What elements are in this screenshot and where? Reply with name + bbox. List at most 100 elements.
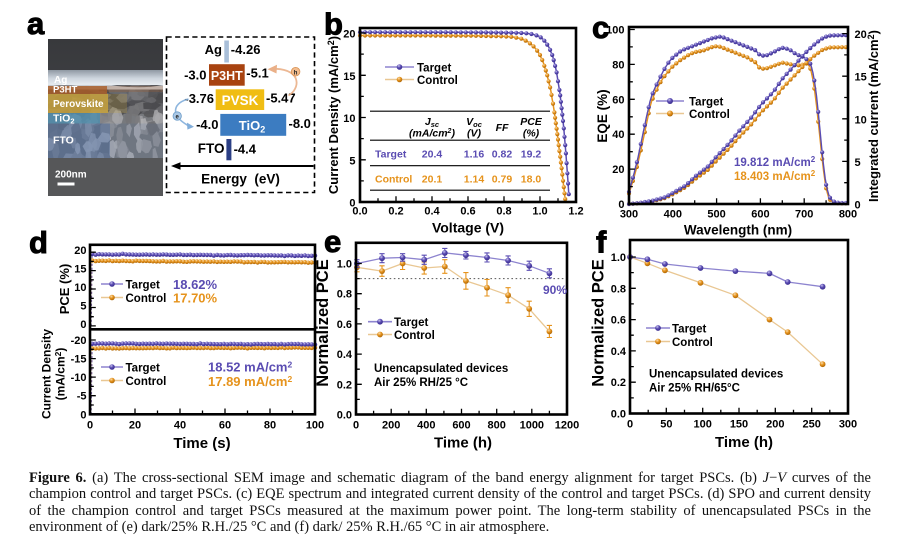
svg-text:0: 0 (353, 420, 359, 432)
svg-text:-3.0: -3.0 (184, 68, 206, 83)
svg-text:20: 20 (129, 420, 141, 432)
svg-text:h: h (294, 70, 298, 76)
svg-text:Perovskite: Perovskite (53, 99, 104, 110)
svg-text:700: 700 (795, 209, 813, 221)
svg-text:c: c (592, 10, 609, 45)
svg-text:20.4: 20.4 (422, 149, 443, 161)
svg-text:P3HT: P3HT (53, 85, 77, 96)
svg-text:(mA/cm2): (mA/cm2) (409, 128, 455, 140)
svg-text:-4.0: -4.0 (196, 117, 218, 132)
svg-text:0.0: 0.0 (611, 409, 626, 421)
svg-text:200: 200 (382, 420, 400, 432)
svg-text:150: 150 (730, 419, 748, 431)
svg-text:18.62%: 18.62% (173, 277, 218, 292)
svg-text:0: 0 (80, 319, 86, 331)
svg-text:1.0: 1.0 (611, 252, 626, 264)
svg-text:18.0: 18.0 (521, 174, 542, 186)
svg-text:Control: Control (417, 75, 458, 87)
svg-text:-5.1: -5.1 (246, 66, 268, 81)
svg-text:60: 60 (219, 420, 231, 432)
svg-text:TiO2: TiO2 (239, 118, 265, 135)
svg-text:Target: Target (672, 324, 706, 336)
svg-text:0.4: 0.4 (611, 346, 627, 358)
svg-text:15: 15 (343, 71, 355, 83)
svg-text:0.0: 0.0 (337, 410, 352, 422)
svg-text:18.403 mA/cm2: 18.403 mA/cm2 (734, 169, 816, 183)
svg-text:0.8: 0.8 (611, 283, 626, 295)
svg-text:-20: -20 (71, 335, 87, 347)
svg-text:100: 100 (306, 420, 324, 432)
svg-text:e: e (324, 224, 341, 259)
svg-text:Control: Control (394, 330, 435, 342)
svg-text:20: 20 (343, 29, 355, 41)
svg-text:Integrated current (mA/cm2): Integrated current (mA/cm2) (866, 30, 881, 202)
svg-text:FF: FF (496, 122, 509, 134)
svg-text:(V): (V) (467, 128, 482, 140)
svg-text:15: 15 (855, 72, 867, 84)
svg-text:Control: Control (672, 337, 713, 349)
svg-text:Current Density (mA/cm2): Current Density (mA/cm2) (326, 36, 341, 194)
svg-text:Air 25% RH/65°C: Air 25% RH/65°C (649, 383, 740, 395)
svg-text:10: 10 (855, 114, 867, 126)
svg-text:1.0: 1.0 (337, 259, 352, 271)
svg-text:1.2: 1.2 (568, 206, 583, 218)
svg-text:20: 20 (612, 164, 624, 176)
svg-text:Jsc: Jsc (425, 116, 440, 129)
svg-text:20: 20 (855, 29, 867, 41)
svg-text:100: 100 (606, 25, 624, 37)
svg-text:f: f (596, 225, 607, 260)
svg-text:Control: Control (126, 293, 167, 305)
svg-text:10: 10 (343, 113, 355, 125)
svg-text:d: d (29, 225, 48, 260)
svg-text:EQE (%): EQE (%) (595, 89, 610, 142)
svg-text:0: 0 (855, 200, 861, 212)
svg-text:PCE: PCE (520, 116, 543, 128)
svg-text:Target: Target (394, 317, 428, 329)
svg-text:e: e (176, 115, 180, 121)
svg-text:b: b (324, 7, 343, 42)
svg-text:0.6: 0.6 (460, 206, 475, 218)
svg-text:Unencapsulated devices: Unencapsulated devices (374, 363, 508, 375)
svg-text:-8.0: -8.0 (289, 116, 311, 131)
svg-text:250: 250 (802, 419, 820, 431)
svg-text:1200: 1200 (555, 420, 579, 432)
svg-text:Wavelength (nm): Wavelength (nm) (684, 223, 792, 238)
svg-text:-3.76: -3.76 (184, 91, 214, 106)
svg-text:1.16: 1.16 (464, 149, 485, 161)
svg-text:TiO2: TiO2 (53, 113, 74, 126)
svg-text:15: 15 (74, 264, 86, 276)
svg-text:1.14: 1.14 (464, 174, 485, 186)
svg-text:0: 0 (349, 198, 355, 210)
svg-text:80: 80 (612, 59, 624, 71)
svg-text:FTO: FTO (198, 141, 225, 156)
svg-text:0.8: 0.8 (496, 206, 511, 218)
svg-text:60: 60 (612, 94, 624, 106)
svg-text:10: 10 (74, 282, 86, 294)
svg-text:19.812 mA/cm2: 19.812 mA/cm2 (734, 155, 816, 169)
svg-text:0.4: 0.4 (337, 349, 353, 361)
svg-text:300: 300 (620, 209, 638, 221)
svg-text:-10: -10 (71, 372, 87, 384)
svg-text:FTO: FTO (53, 135, 74, 147)
svg-text:400: 400 (664, 209, 682, 221)
svg-text:200nm: 200nm (55, 170, 87, 181)
svg-text:Current Density: Current Density (40, 329, 54, 419)
svg-text:PCE (%): PCE (%) (57, 264, 72, 315)
svg-text:5: 5 (349, 155, 355, 167)
svg-text:0.0: 0.0 (352, 206, 367, 218)
svg-text:5: 5 (855, 157, 861, 169)
svg-text:1.0: 1.0 (532, 206, 547, 218)
svg-text:17.89 mA/cm2: 17.89 mA/cm2 (208, 374, 293, 389)
svg-text:400: 400 (417, 420, 435, 432)
svg-text:Normalized PCE: Normalized PCE (314, 259, 332, 386)
svg-text:0.8: 0.8 (337, 289, 352, 301)
svg-text:40: 40 (612, 129, 624, 141)
svg-text:(%): (%) (523, 128, 540, 140)
svg-text:800: 800 (487, 420, 505, 432)
svg-text:90%: 90% (543, 283, 567, 297)
svg-text:0.2: 0.2 (337, 379, 352, 391)
svg-text:Target: Target (126, 280, 160, 292)
svg-text:200: 200 (766, 419, 784, 431)
svg-text:P3HT: P3HT (211, 69, 243, 83)
svg-text:Target: Target (417, 63, 451, 75)
